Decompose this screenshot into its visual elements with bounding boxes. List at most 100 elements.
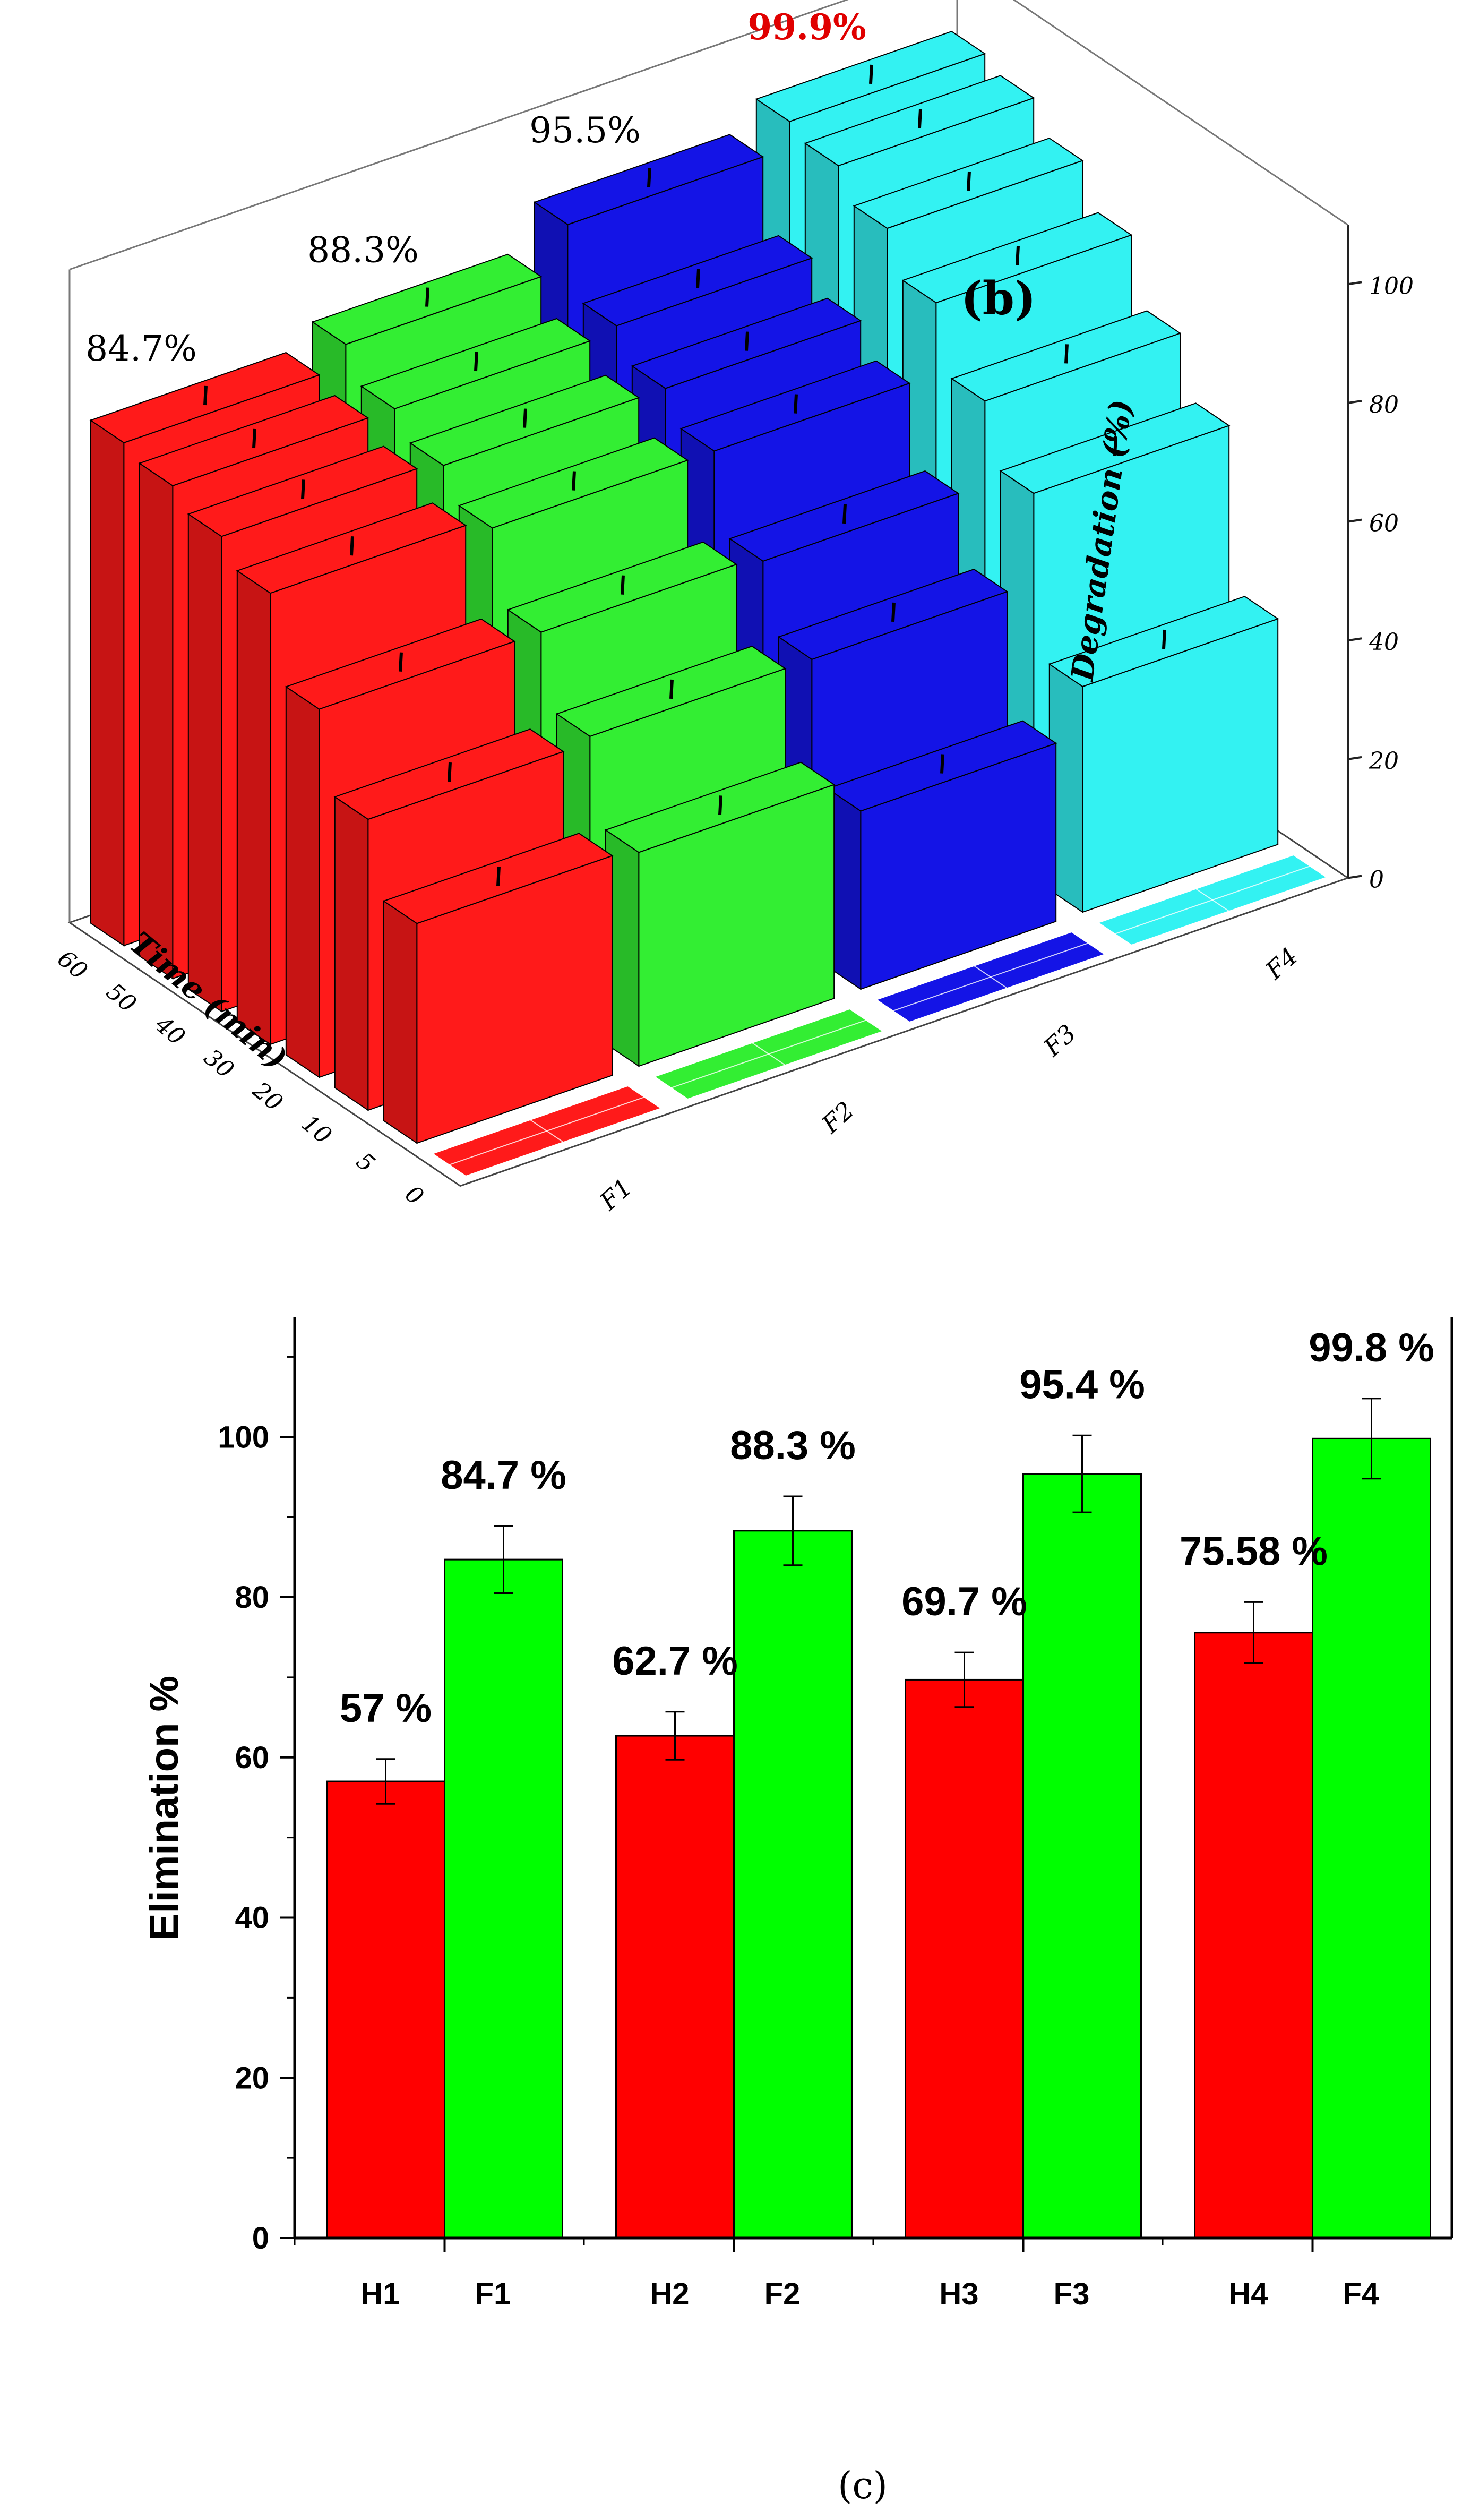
b-bar-error — [621, 575, 625, 595]
b-bar-error — [1113, 436, 1117, 456]
c-value-label-f2: 88.3 % — [730, 1423, 856, 1468]
b-floor-grid — [974, 965, 1008, 989]
c-x-tick-h3: H3 — [939, 2277, 978, 2311]
b-panel-label: (b) — [961, 272, 1036, 325]
c-value-label-h2: 62.7 % — [612, 1639, 738, 1684]
b-annotation-f2: 88.3% — [307, 230, 419, 271]
b-time-tick-label: 40 — [150, 1010, 190, 1051]
c-x-tick-f2: F2 — [764, 2277, 801, 2311]
b-bar-error — [647, 167, 651, 187]
b-bar-error — [301, 479, 305, 499]
b-bar-side — [187, 513, 222, 1013]
c-bars — [326, 1437, 1431, 2239]
c-y-tick-labels: 0 20 40 60 80 100 — [218, 1356, 295, 2256]
b-bar-side — [139, 462, 174, 980]
c-value-label-f4: 99.8 % — [1309, 1325, 1434, 1370]
b-z-tick-label: 20 — [1369, 748, 1399, 775]
b-z-tick-label: 40 — [1369, 629, 1399, 656]
c-y-tick-label: 40 — [235, 1901, 269, 1935]
c-value-label-h1: 57 % — [340, 1686, 432, 1731]
b-bar-error — [496, 867, 501, 886]
b-series-label-f2: F2 — [816, 1096, 859, 1139]
b-bar-error — [474, 352, 478, 372]
c-bar-h4 — [1194, 1632, 1313, 2239]
b-z-tick-label: 60 — [1369, 510, 1399, 537]
b-time-tick-label: 60 — [52, 945, 92, 985]
c-y-tick-label: 0 — [252, 2221, 269, 2256]
b-edge-top-left — [69, 0, 849, 270]
b-bar-error — [794, 394, 798, 414]
c-y-tick-label: 100 — [218, 1420, 269, 1454]
b-bar-error — [1064, 344, 1069, 364]
b-bar-error — [572, 471, 576, 491]
b-series-label-f1: F1 — [594, 1173, 638, 1216]
b-z-tick-label: 0 — [1369, 867, 1384, 894]
b-bar-side — [90, 419, 125, 947]
c-x-tick-h1: H1 — [360, 2277, 400, 2311]
b-floor-tiles — [431, 854, 1328, 1177]
b-floor-grid — [530, 1119, 564, 1143]
b-bar-error — [918, 109, 922, 128]
c-value-labels: 57 % 84.7 % 62.7 % 88.3 % 69.7 % 95.4 % 75.58 … — [340, 1325, 1434, 1731]
b-z-tick-label: 100 — [1369, 272, 1414, 299]
b-annotation-f1: 84.7% — [85, 328, 197, 369]
b-z-tick — [1347, 281, 1362, 286]
b-bar-side — [285, 685, 320, 1078]
c-x-tick-f4: F4 — [1343, 2277, 1379, 2311]
b-bar-error — [869, 64, 873, 84]
c-bar-h2 — [615, 1735, 735, 2239]
b-bar-error — [842, 504, 847, 524]
c-bar-h3 — [905, 1678, 1024, 2239]
b-bar-error — [1162, 629, 1166, 649]
b-bar-side — [236, 570, 271, 1045]
b-bar-error — [350, 536, 354, 556]
b-annotation-f3: 95.5% — [529, 110, 641, 151]
b-bar-error — [252, 428, 256, 449]
b-time-tick-label: 50 — [101, 978, 141, 1018]
c-value-label-h3: 69.7 % — [901, 1579, 1027, 1624]
b-bar-error — [718, 795, 722, 815]
b-edge-top-right — [1012, 0, 1348, 226]
b-bar-error — [1016, 246, 1020, 265]
c-y-tick-label: 80 — [235, 1580, 269, 1615]
b-bar-error — [745, 331, 749, 351]
b-bar-f1 — [382, 833, 614, 1144]
b-bar-error — [399, 652, 403, 672]
b-bar-error — [891, 602, 896, 622]
c-bar-f2 — [733, 1530, 853, 2239]
b-time-tick-label: 5 — [351, 1147, 380, 1178]
b-bar-side — [334, 795, 369, 1111]
c-x-tick-labels: H1 F1 H2 F2 H3 F3 H4 F4 — [294, 2238, 1379, 2311]
b-bars — [89, 30, 1279, 1144]
c-x-tick-h4: H4 — [1228, 2277, 1268, 2311]
b-bar-side — [383, 900, 418, 1144]
b-time-tick-label: 20 — [247, 1076, 288, 1117]
c-y-axis-label: Elimination % — [142, 1676, 187, 1940]
c-value-label-f3: 95.4 % — [1019, 1362, 1145, 1407]
c-x-tick-f3: F3 — [1054, 2277, 1090, 2311]
b-series-label-f3: F3 — [1038, 1019, 1081, 1062]
b-bar-error — [425, 287, 429, 307]
b-bar-error — [967, 171, 971, 191]
c-error-bars — [376, 1398, 1381, 1805]
c-bar-f1 — [444, 1558, 563, 2239]
c-panel-label: (c) — [838, 2464, 888, 2507]
b-z-tick — [1347, 756, 1362, 760]
c-y-tick-label: 20 — [235, 2061, 269, 2095]
b-annotations: 84.7% 88.3% 95.5% 99.9% — [85, 6, 866, 369]
panel-b-3d-chart: 84.7%88.3%95.5%99.9% 0204060801000510203… — [52, 0, 1414, 1216]
b-bar-error — [523, 408, 527, 428]
b-z-tick — [1347, 875, 1362, 879]
b-z-tick — [1347, 637, 1362, 642]
b-time-tick-label: 0 — [400, 1180, 428, 1211]
c-y-tick-label: 60 — [235, 1741, 269, 1775]
b-bar-error — [669, 679, 674, 699]
b-bar-error — [940, 754, 944, 774]
b-bar-error — [696, 269, 700, 288]
c-x-tick-f1: F1 — [475, 2277, 511, 2311]
b-series-label-f4: F4 — [1260, 942, 1303, 985]
c-x-tick-h2: H2 — [650, 2277, 689, 2311]
b-z-tick — [1347, 518, 1362, 523]
b-z-tick-label: 80 — [1369, 391, 1399, 418]
